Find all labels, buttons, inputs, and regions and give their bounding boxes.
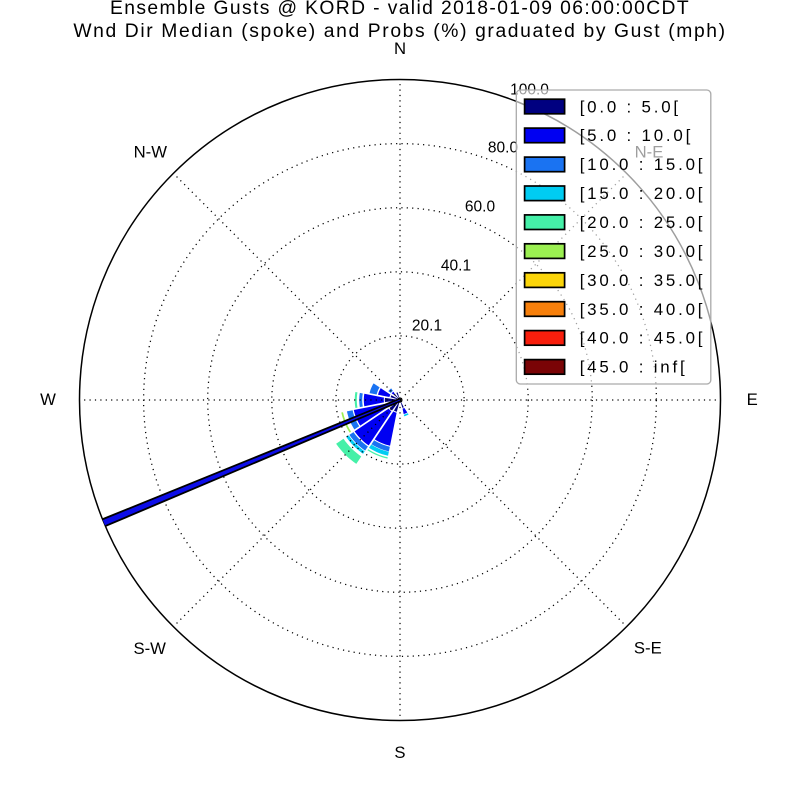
svg-text:[30.0 : 35.0[: [30.0 : 35.0[ xyxy=(580,271,706,290)
svg-text:N: N xyxy=(394,39,406,58)
svg-text:[25.0 : 30.0[: [25.0 : 30.0[ xyxy=(580,242,706,261)
svg-text:[35.0 : 40.0[: [35.0 : 40.0[ xyxy=(580,300,706,319)
svg-text:60.0: 60.0 xyxy=(465,199,496,216)
svg-text:S-W: S-W xyxy=(133,639,166,658)
svg-text:Ensemble Gusts @ KORD - valid: Ensemble Gusts @ KORD - valid 2018-01-09… xyxy=(110,0,690,19)
svg-text:[10.0 : 15.0[: [10.0 : 15.0[ xyxy=(580,155,706,174)
svg-text:W: W xyxy=(40,390,56,409)
svg-text:40.1: 40.1 xyxy=(441,258,471,275)
svg-text:80.0: 80.0 xyxy=(488,140,519,157)
svg-text:Wnd Dir Median (spoke) and Pro: Wnd Dir Median (spoke) and Probs (%) gra… xyxy=(73,21,726,42)
svg-text:S: S xyxy=(394,743,405,762)
svg-text:20.1: 20.1 xyxy=(412,318,442,335)
svg-text:S-E: S-E xyxy=(634,639,662,658)
svg-text:E: E xyxy=(747,390,758,409)
svg-text:[0.0 : 5.0[: [0.0 : 5.0[ xyxy=(580,97,681,116)
svg-text:N-W: N-W xyxy=(134,143,168,162)
svg-text:[5.0 : 10.0[: [5.0 : 10.0[ xyxy=(580,126,693,145)
svg-text:[15.0 : 20.0[: [15.0 : 20.0[ xyxy=(580,184,706,203)
svg-text:[45.0 : inf[: [45.0 : inf[ xyxy=(580,358,688,377)
svg-text:[40.0 : 45.0[: [40.0 : 45.0[ xyxy=(580,329,706,348)
svg-text:[20.0 : 25.0[: [20.0 : 25.0[ xyxy=(580,213,706,232)
